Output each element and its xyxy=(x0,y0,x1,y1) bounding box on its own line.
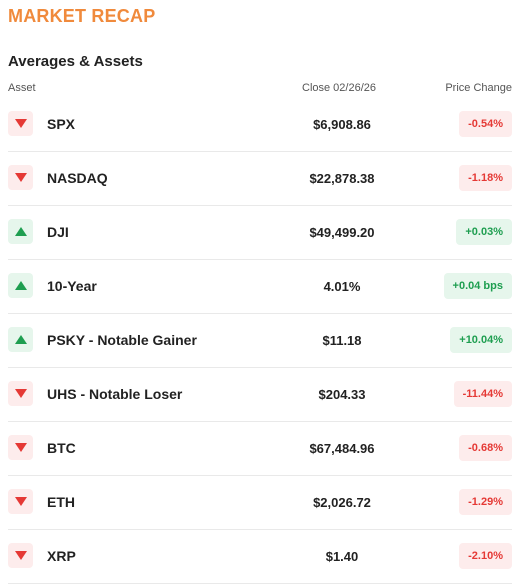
asset-name: SPX xyxy=(47,116,76,132)
asset-name: ETH xyxy=(47,494,75,510)
table-row: NASDAQ $22,878.38 -1.18% xyxy=(8,152,512,206)
assets-table: SPX $6,908.86 -0.54% NASDAQ $22,878.38 -… xyxy=(8,98,512,584)
table-row: ETH $2,026.72 -1.29% xyxy=(8,476,512,530)
direction-badge xyxy=(8,165,33,190)
direction-badge xyxy=(8,543,33,568)
triangle-down-icon xyxy=(14,389,27,398)
close-price: $22,878.38 xyxy=(309,171,375,186)
table-row: DJI $49,499.20 +0.03% xyxy=(8,206,512,260)
triangle-up-icon xyxy=(14,335,27,344)
price-change-badge: -0.54% xyxy=(459,111,512,137)
triangle-up-icon xyxy=(14,281,27,290)
page-title: MARKET RECAP xyxy=(8,6,156,26)
asset-name: DJI xyxy=(47,224,69,240)
close-price: $11.18 xyxy=(322,333,362,348)
direction-badge xyxy=(8,111,33,136)
column-header-close: Close 02/26/26 xyxy=(302,82,376,94)
column-header-change: Price Change xyxy=(445,82,512,94)
price-change-badge: -1.29% xyxy=(459,489,512,515)
close-price: $1.40 xyxy=(325,549,359,564)
direction-badge xyxy=(8,489,33,514)
price-change-badge: -11.44% xyxy=(453,381,512,407)
price-change-badge: -0.68% xyxy=(459,435,512,461)
price-change-badge: -2.10% xyxy=(459,543,512,569)
table-row: XRP $1.40 -2.10% xyxy=(8,530,512,584)
triangle-down-icon xyxy=(14,497,27,506)
asset-name: UHS - Notable Loser xyxy=(47,386,183,402)
close-price: $49,499.20 xyxy=(309,225,375,240)
close-price: $67,484.96 xyxy=(309,441,375,456)
direction-badge xyxy=(8,381,33,406)
direction-badge xyxy=(8,327,33,352)
table-row: 10-Year 4.01% +0.04 bps xyxy=(8,260,512,314)
triangle-down-icon xyxy=(14,551,27,560)
table-row: UHS - Notable Loser $204.33 -11.44% xyxy=(8,368,512,422)
triangle-down-icon xyxy=(14,443,27,452)
column-header-asset: Asset xyxy=(8,82,36,94)
table-header: Asset Close 02/26/26 Price Change xyxy=(8,82,512,96)
triangle-down-icon xyxy=(14,119,27,128)
asset-name: NASDAQ xyxy=(47,170,108,186)
table-row: PSKY - Notable Gainer $11.18 +10.04% xyxy=(8,314,512,368)
price-change-badge: +0.03% xyxy=(456,219,512,245)
table-row: BTC $67,484.96 -0.68% xyxy=(8,422,512,476)
triangle-up-icon xyxy=(14,227,27,236)
section-title: Averages & Assets xyxy=(8,53,143,70)
price-change-badge: +10.04% xyxy=(450,327,512,353)
triangle-down-icon xyxy=(14,173,27,182)
close-price: $2,026.72 xyxy=(313,495,371,510)
close-price: $6,908.86 xyxy=(313,117,371,132)
table-row: SPX $6,908.86 -0.54% xyxy=(8,98,512,152)
direction-badge xyxy=(8,273,33,298)
close-price: 4.01% xyxy=(323,279,361,294)
asset-name: PSKY - Notable Gainer xyxy=(47,332,197,348)
price-change-badge: +0.04 bps xyxy=(443,273,512,299)
price-change-badge: -1.18% xyxy=(459,165,512,191)
asset-name: XRP xyxy=(47,548,76,564)
asset-name: 10-Year xyxy=(47,278,97,294)
close-price: $204.33 xyxy=(318,387,366,402)
direction-badge xyxy=(8,219,33,244)
asset-name: BTC xyxy=(47,440,76,456)
direction-badge xyxy=(8,435,33,460)
